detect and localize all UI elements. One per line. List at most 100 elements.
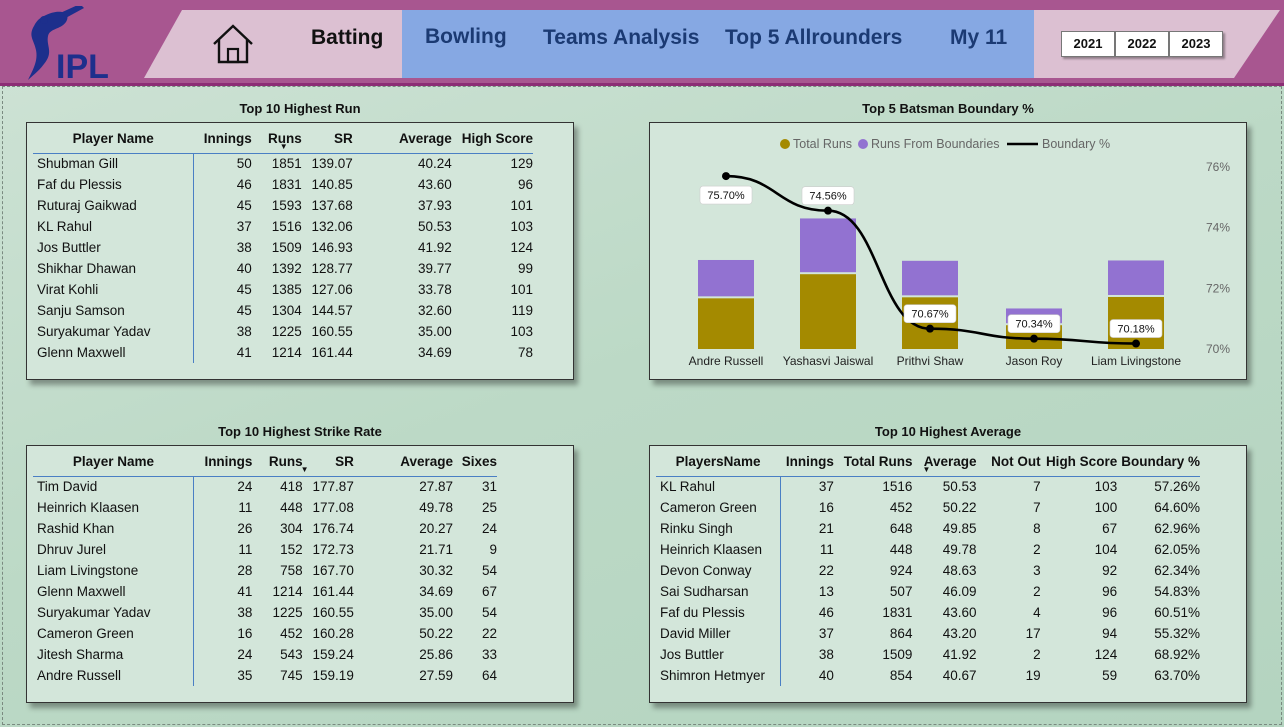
col-innings[interactable]: Innings (193, 125, 252, 154)
value-cell: 7 (1033, 500, 1041, 515)
value-cell: 20.27 (419, 521, 454, 536)
value-cell: 161.44 (311, 345, 353, 360)
value-cell: 177.08 (312, 500, 354, 515)
table-header-row: Player Name Innings Runs SR ▼ Average Six… (33, 448, 497, 477)
table-row[interactable]: Sai Sudharsan 13 507 46.09 2 96 54.83% (656, 581, 1200, 602)
table-row[interactable]: Andre Russell 35 745 159.19 27.59 64 (33, 665, 497, 686)
table-row[interactable]: Virat Kohli 45 1385 127.06 33.78 101 (33, 279, 533, 300)
col-not-out[interactable]: Not Out (976, 448, 1041, 477)
value-cell: 176.74 (312, 521, 354, 536)
value-cell: 35.00 (417, 324, 452, 339)
col-sr[interactable]: SR (301, 125, 377, 154)
value-cell: 16 (818, 500, 834, 515)
y2-tick-label: 76% (1206, 160, 1230, 174)
table-row[interactable]: Faf du Plessis 46 1831 140.85 43.60 96 (33, 174, 533, 195)
col-runs[interactable]: Runs (252, 448, 303, 477)
table-row[interactable]: Tim David 24 418 177.87 27.87 31 (33, 476, 497, 497)
table-row[interactable]: Suryakumar Yadav 38 1225 160.55 35.00 54 (33, 602, 497, 623)
table-row[interactable]: Ruturaj Gaikwad 45 1593 137.68 37.93 101 (33, 195, 533, 216)
table-row[interactable]: Heinrich Klaasen 11 448 177.08 49.78 25 (33, 497, 497, 518)
data-label-box (699, 185, 753, 205)
tab-batting[interactable]: Batting (311, 26, 384, 49)
value-cell: 22 (481, 626, 497, 641)
table-row[interactable]: Rinku Singh 21 648 49.85 8 67 62.96% (656, 518, 1200, 539)
table-row[interactable]: Shubman Gill 50 1851 139.07 40.24 129 (33, 153, 533, 174)
tab-teams-analysis[interactable]: Teams Analysis (543, 26, 700, 49)
col-innings[interactable]: Innings (780, 448, 834, 477)
bar-runs-from-boundaries (698, 259, 754, 297)
col-average[interactable]: Average (377, 448, 454, 477)
table-row[interactable]: Cameron Green 16 452 50.22 7 100 64.60% (656, 497, 1200, 518)
value-cell: 37 (818, 479, 834, 495)
value-cell: 38 (237, 605, 253, 620)
table-row[interactable]: Shikhar Dhawan 40 1392 128.77 39.77 99 (33, 258, 533, 279)
bar-total-runs (698, 298, 754, 349)
player-name-cell: Ruturaj Gaikwad (33, 195, 194, 216)
table-row[interactable]: Rashid Khan 26 304 176.74 20.27 24 (33, 518, 497, 539)
col-total-runs[interactable]: Total Runs (833, 448, 913, 477)
year-button-2022[interactable]: 2022 (1115, 31, 1169, 57)
player-name-cell: Dhruv Jurel (33, 539, 195, 560)
table-row[interactable]: Glenn Maxwell 41 1214 161.44 34.69 78 (33, 342, 533, 363)
table-row[interactable]: Faf du Plessis 46 1831 43.60 4 96 60.51% (656, 602, 1200, 623)
col-average[interactable]: Average (376, 125, 452, 154)
table-row[interactable]: Suryakumar Yadav 38 1225 160.55 35.00 103 (33, 321, 533, 342)
value-cell: 7 (1033, 479, 1041, 495)
table-row[interactable]: KL Rahul 37 1516 132.06 50.53 103 (33, 216, 533, 237)
col-high-score[interactable]: High Score (1040, 448, 1118, 477)
table-row[interactable]: Dhruv Jurel 11 152 172.73 21.71 9 (33, 539, 497, 560)
table-row[interactable]: Shimron Hetmyer 40 854 40.67 19 59 63.70% (656, 665, 1200, 686)
boundary-chart-panel: Total Runs Runs From Boundaries Boundary %… (649, 122, 1247, 380)
value-cell: 24 (481, 521, 497, 536)
boundary-pct-data-label: 70.18% (1117, 324, 1155, 336)
tab-my-11[interactable]: My 11 (950, 26, 1008, 49)
value-cell: 67 (481, 584, 497, 599)
value-cell: 63.70% (1154, 668, 1200, 683)
tab-top5-allrounders[interactable]: Top 5 Allrounders (725, 26, 903, 49)
table-row[interactable]: Sanju Samson 45 1304 144.57 32.60 119 (33, 300, 533, 321)
col-boundary-pct[interactable]: Boundary % (1117, 448, 1200, 477)
bar-runs-from-boundaries (1108, 260, 1164, 295)
table-row[interactable]: Heinrich Klaasen 11 448 49.78 2 104 62.05% (656, 539, 1200, 560)
value-cell: 140.85 (311, 177, 353, 192)
player-name-cell: Virat Kohli (33, 279, 194, 300)
table-row[interactable]: KL Rahul 37 1516 50.53 7 103 57.26% (656, 476, 1200, 497)
col-players-name[interactable]: PlayersName (656, 448, 781, 477)
table-row[interactable]: Devon Conway 22 924 48.63 3 92 62.34% (656, 560, 1200, 581)
col-runs[interactable]: Runs ▼ (251, 125, 302, 154)
col-high-score[interactable]: High Score (451, 125, 533, 154)
home-icon[interactable] (210, 22, 256, 66)
value-cell: 104 (1094, 542, 1118, 557)
table-row[interactable]: David Miller 37 864 43.20 17 94 55.32% (656, 623, 1200, 644)
year-button-2023[interactable]: 2023 (1169, 31, 1223, 57)
table-row[interactable]: Jos Buttler 38 1509 146.93 41.92 124 (33, 237, 533, 258)
value-cell: 25 (481, 500, 497, 515)
table-row[interactable]: Jos Buttler 38 1509 41.92 2 124 68.92% (656, 644, 1200, 665)
table-row[interactable]: Glenn Maxwell 41 1214 161.44 34.69 67 (33, 581, 497, 602)
col-player-name[interactable]: Player Name (33, 448, 194, 477)
player-name-cell: Rinku Singh (656, 518, 781, 539)
value-cell: 39.77 (417, 261, 452, 276)
col-player-name[interactable]: Player Name (33, 125, 194, 154)
col-innings[interactable]: Innings (193, 448, 253, 477)
player-name-cell: Cameron Green (33, 623, 195, 644)
table-row[interactable]: Jitesh Sharma 24 543 159.24 25.86 33 (33, 644, 497, 665)
value-cell: 67 (1102, 521, 1118, 536)
tab-bowling[interactable]: Bowling (425, 25, 507, 48)
value-cell: 41 (236, 345, 252, 360)
value-cell: 46 (236, 177, 252, 192)
table-row[interactable]: Cameron Green 16 452 160.28 50.22 22 (33, 623, 497, 644)
col-average[interactable]: Average ▼ (912, 448, 977, 477)
year-button-2021[interactable]: 2021 (1061, 31, 1115, 57)
sort-down-icon: ▼ (922, 464, 931, 474)
value-cell: 1509 (271, 240, 302, 255)
col-sixes[interactable]: Sixes (453, 448, 497, 477)
player-name-cell: Liam Livingstone (33, 560, 195, 581)
value-cell: 40.67 (942, 668, 977, 683)
boundary-pct-data-label: 74.56% (809, 191, 847, 203)
top-sr-body: Tim David 24 418 177.87 27.87 31 Heinrich Klaa… (33, 476, 497, 686)
player-name-cell: Jos Buttler (33, 237, 194, 258)
table-row[interactable]: Liam Livingstone 28 758 167.70 30.32 54 (33, 560, 497, 581)
player-name-cell: Suryakumar Yadav (33, 602, 195, 623)
col-sr[interactable]: SR ▼ (301, 448, 378, 477)
